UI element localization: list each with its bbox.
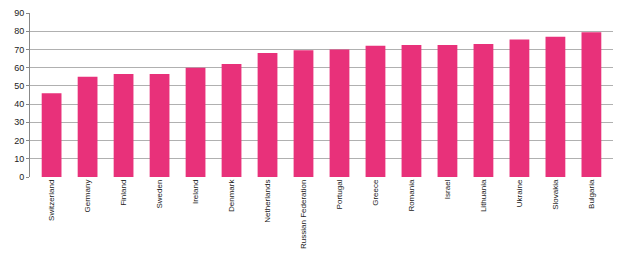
svg-text:Sweden: Sweden	[155, 180, 164, 209]
svg-text:Netherlands: Netherlands	[263, 180, 272, 223]
svg-text:Russian Federation: Russian Federation	[299, 180, 308, 249]
svg-text:Greece: Greece	[371, 179, 380, 206]
svg-text:Finland: Finland	[119, 180, 128, 206]
svg-text:Ukraine: Ukraine	[515, 179, 524, 207]
svg-text:50: 50	[14, 81, 24, 91]
svg-text:70: 70	[14, 45, 24, 55]
svg-text:Israel: Israel	[443, 179, 452, 199]
svg-text:Switzerland: Switzerland	[47, 180, 56, 221]
svg-text:Germany: Germany	[83, 180, 92, 213]
svg-text:Slovakia: Slovakia	[551, 179, 560, 210]
svg-text:90: 90	[14, 8, 24, 18]
svg-text:Lithuania: Lithuania	[479, 179, 488, 212]
svg-text:0: 0	[19, 172, 24, 182]
svg-text:30: 30	[14, 117, 24, 127]
svg-text:Romania: Romania	[407, 179, 416, 212]
svg-text:20: 20	[14, 136, 24, 146]
svg-text:80: 80	[14, 26, 24, 36]
svg-text:Denmark: Denmark	[227, 179, 236, 212]
svg-text:Bulgaria: Bulgaria	[587, 179, 596, 209]
svg-text:Portugal: Portugal	[335, 179, 344, 209]
svg-text:60: 60	[14, 63, 24, 73]
svg-text:40: 40	[14, 99, 24, 109]
svg-text:10: 10	[14, 154, 24, 164]
svg-text:Ireland: Ireland	[191, 180, 200, 204]
